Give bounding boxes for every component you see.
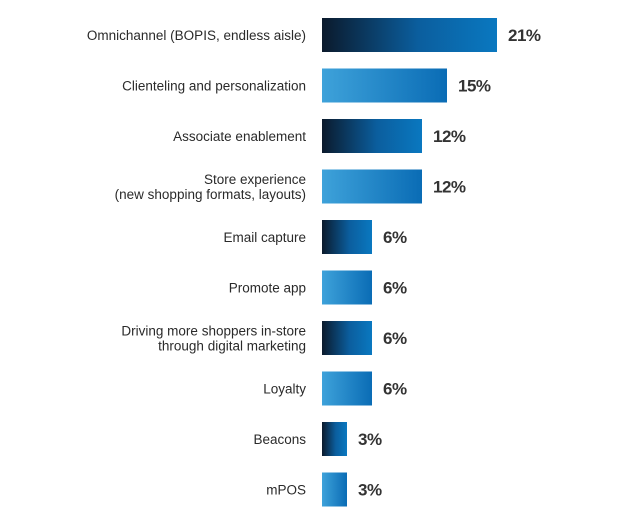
value-label: 3% (358, 481, 382, 500)
category-label: Driving more shoppers in-store (121, 324, 306, 339)
value-label: 15% (458, 77, 491, 96)
value-label: 3% (358, 430, 382, 449)
bars-group: Omnichannel (BOPIS, endless aisle) 21% Cli… (87, 18, 541, 507)
value-label: 12% (433, 178, 466, 197)
category-label: Promote app (229, 281, 306, 296)
bar (322, 371, 372, 406)
category-label: Beacons (253, 432, 306, 447)
category-label: (new shopping formats, layouts) (115, 187, 306, 202)
bar (322, 119, 422, 153)
value-label: 12% (433, 127, 466, 146)
bar (322, 18, 497, 52)
value-label: 6% (383, 380, 407, 399)
category-label: Clienteling and personalization (122, 79, 306, 94)
category-label: through digital marketing (158, 339, 306, 354)
bar (322, 321, 372, 355)
bar (322, 169, 422, 204)
value-label: 6% (383, 279, 407, 298)
bar (322, 68, 447, 103)
bar (322, 220, 372, 254)
value-label: 6% (383, 329, 407, 348)
category-label: Store experience (204, 172, 306, 187)
bar (322, 270, 372, 305)
value-label: 6% (383, 228, 407, 247)
value-label: 21% (508, 26, 541, 45)
bar (322, 422, 347, 456)
bar (322, 472, 347, 507)
category-label: Omnichannel (BOPIS, endless aisle) (87, 28, 306, 43)
category-label: Loyalty (263, 382, 306, 397)
category-label: mPOS (266, 483, 306, 498)
category-label: Associate enablement (173, 129, 306, 144)
category-label: Email capture (223, 230, 306, 245)
